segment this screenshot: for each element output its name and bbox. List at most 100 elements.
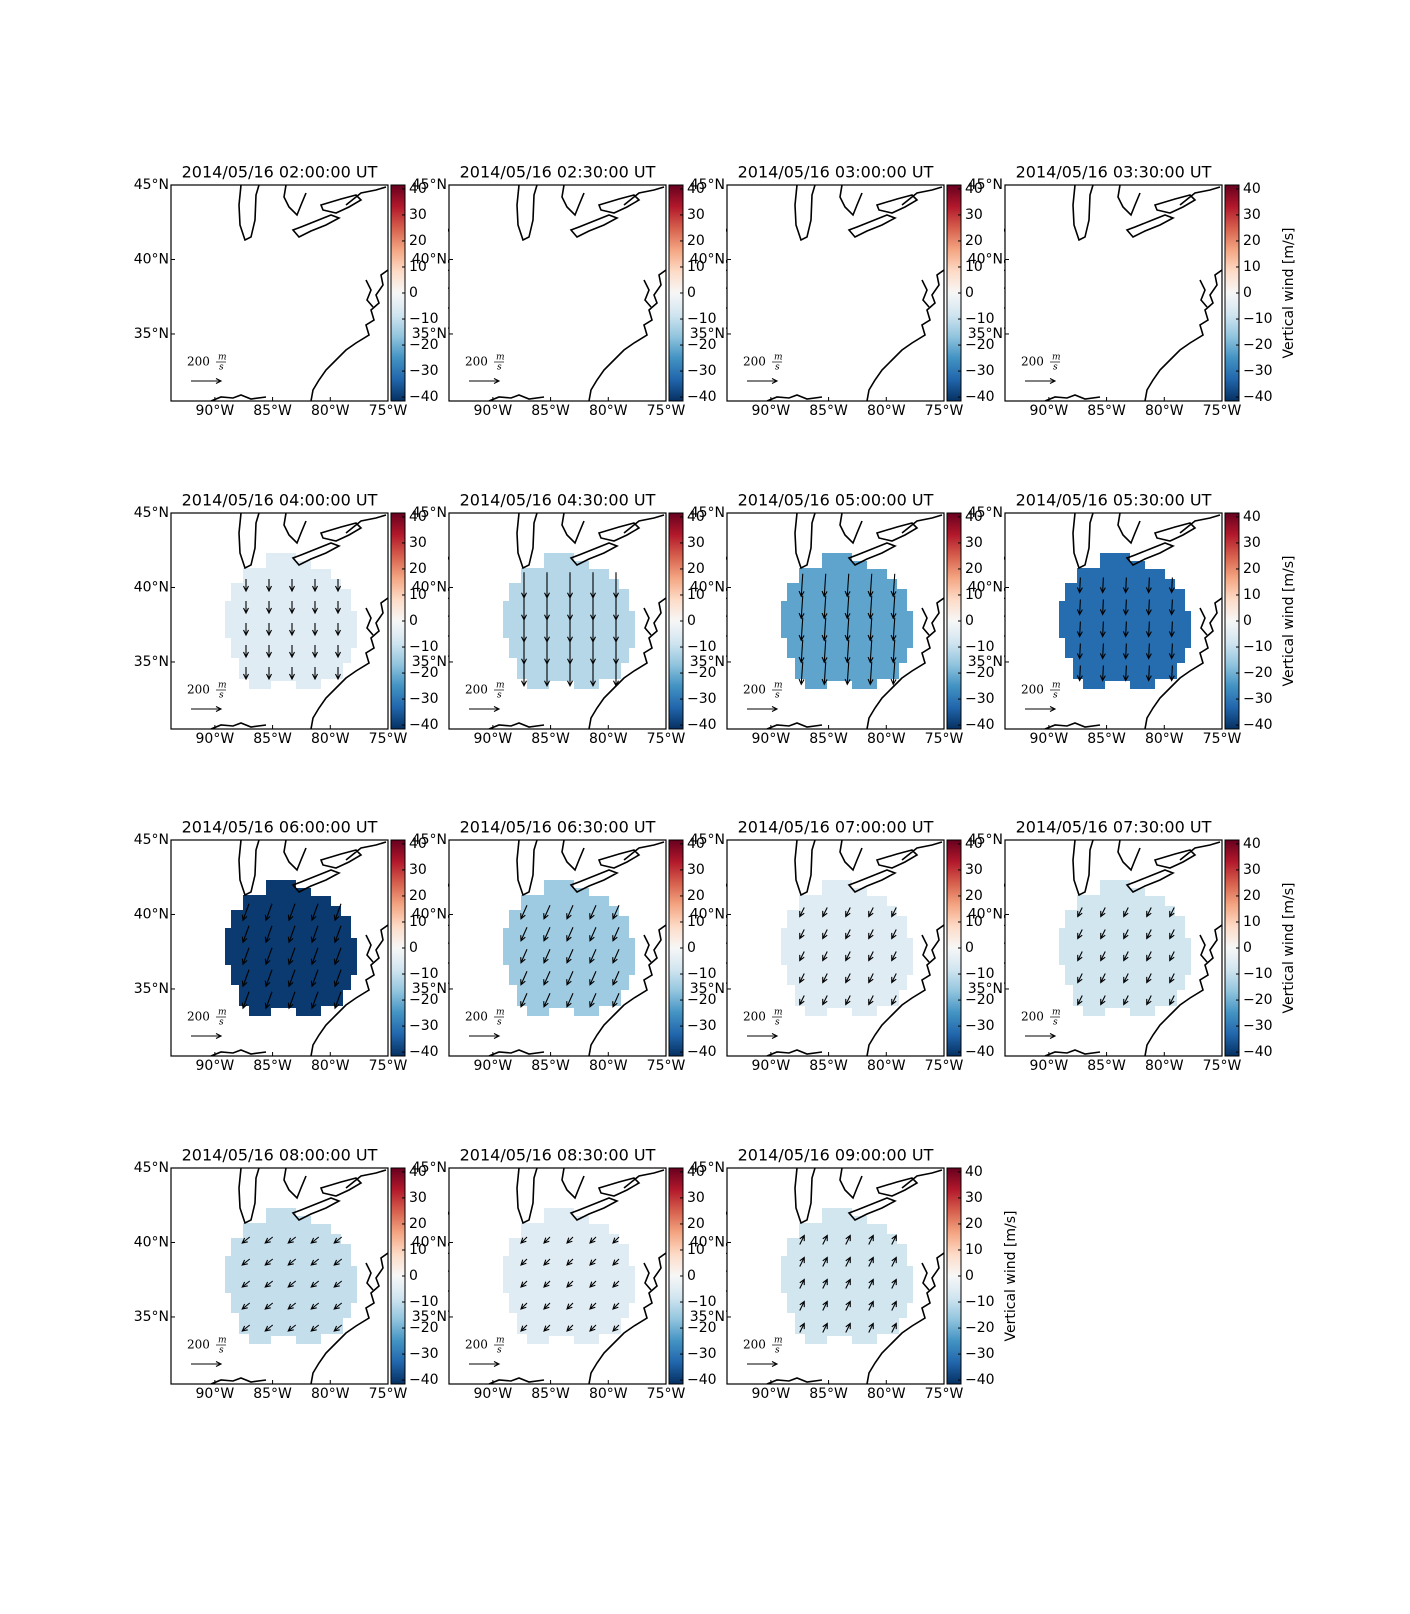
wind-arrow [310, 991, 319, 1010]
x-tick-label: 90°W [1030, 403, 1069, 419]
colorbar-tick-label: −40 [687, 717, 717, 733]
colorbar-tick-label: 30 [687, 862, 705, 878]
map-frame [1004, 512, 1223, 730]
colorbar-tick-label: −30 [1243, 1018, 1273, 1034]
wind-arrow [310, 1258, 320, 1266]
wind-arrow [1122, 621, 1129, 638]
colorbar-tick-label: 0 [965, 940, 974, 956]
x-tick-label: 85°W [531, 731, 570, 747]
quiver-key-label: 200 [465, 683, 488, 697]
quiver-key-unit-den: s [497, 1346, 502, 1356]
wind-arrow [1076, 599, 1083, 616]
quiver-key-label: 200 [187, 355, 210, 369]
wind-arrow [287, 1302, 297, 1310]
x-tick-label: 75°W [647, 403, 686, 419]
wind-arrow [891, 1256, 897, 1267]
wind-arrow [589, 949, 597, 964]
wind-arrow [613, 660, 619, 687]
wind-field [1059, 880, 1191, 1016]
wind-arrow [1146, 995, 1152, 1006]
colorbar-tick-label: 20 [687, 1216, 705, 1232]
quiver-key-label: 200 [465, 355, 488, 369]
wind-arrow [1100, 929, 1106, 940]
wind-arrow [287, 991, 296, 1010]
y-tick-label: 35°N [134, 981, 169, 997]
colorbar-tick-label: −20 [965, 665, 995, 681]
colorbar-tick-label: 40 [409, 836, 427, 852]
colorbar-tick-label: 20 [687, 888, 705, 904]
quiver-key-unit-num: m [774, 1336, 783, 1346]
quiver-key-unit-den: s [1053, 1018, 1058, 1028]
colorbar: −40 −30 −20 −10 0 10 20 30 40 Vertical wind [m/s] [1224, 509, 1297, 733]
panel-title: 2014/05/16 07:00:00 UT [738, 818, 934, 837]
wind-field [225, 1208, 357, 1344]
wind-arrow [266, 601, 272, 615]
wind-arrow [333, 1302, 343, 1310]
quiver-key-arrow [747, 1033, 779, 1039]
wind-arrow [241, 969, 250, 988]
wind-arrow [266, 623, 272, 637]
colorbar-tick-label: −30 [409, 691, 439, 707]
wind-arrow [520, 993, 528, 1008]
wind-arrow [868, 1322, 874, 1333]
wind-arrow [1076, 643, 1083, 660]
quiver-key-arrow [469, 706, 501, 712]
quiver-key-arrow [747, 1361, 779, 1367]
wind-arrow [799, 951, 805, 962]
y-tick-label: 40°N [968, 906, 1003, 922]
wind-arrow [799, 1300, 805, 1311]
colorbar-tick-label: −30 [1243, 363, 1273, 379]
panel-title: 2014/05/16 02:00:00 UT [182, 163, 378, 182]
wind-arrow [867, 639, 874, 664]
colorbar-tick-label: −40 [1243, 389, 1273, 405]
quiver-key-unit-den: s [497, 691, 502, 701]
wind-arrow [241, 1280, 251, 1288]
x-tick-label: 80°W [589, 1058, 628, 1074]
wind-arrow [243, 579, 249, 593]
wind-arrow [1145, 599, 1152, 616]
wind-arrow [612, 1280, 620, 1288]
map-area [210, 1168, 388, 1384]
colorbar-tick-label: −40 [409, 1372, 439, 1388]
colorbar-tick-label: −30 [687, 1346, 717, 1362]
wind-arrow [266, 645, 272, 659]
wind-arrow [799, 995, 805, 1006]
colorbar-tick-label: 10 [965, 259, 983, 275]
wind-arrow [890, 661, 897, 686]
colorbar-tick-label: 20 [409, 561, 427, 577]
map-frame [448, 184, 667, 402]
wind-arrow [868, 907, 874, 918]
wind-arrow [798, 617, 805, 642]
wind-arrow [798, 573, 805, 598]
quiver-key-arrow [469, 1361, 501, 1367]
x-tick-label: 85°W [253, 731, 292, 747]
wind-arrow [1123, 907, 1129, 918]
wind-field [503, 553, 635, 689]
wind-arrow [890, 573, 897, 598]
wind-arrow [264, 925, 273, 944]
wind-arrow [312, 601, 318, 615]
wind-arrow [891, 1322, 897, 1333]
panel-title: 2014/05/16 08:00:00 UT [182, 1146, 378, 1165]
wind-arrow [1145, 621, 1152, 638]
wind-arrow [868, 1256, 874, 1267]
quiver-key-unit-num: m [1052, 1008, 1061, 1018]
wind-arrow [798, 661, 805, 686]
wind-arrow [868, 973, 874, 984]
x-tick-label: 85°W [531, 1058, 570, 1074]
x-tick-label: 90°W [196, 1058, 235, 1074]
wind-arrow [520, 927, 528, 942]
map-background [1005, 185, 1222, 401]
quiver-key-label: 200 [1021, 1010, 1044, 1024]
y-tick-label: 45°N [134, 505, 169, 521]
y-tick-label: 40°N [690, 251, 725, 267]
map-area [488, 840, 666, 1056]
wind-arrow [543, 993, 551, 1008]
y-tick-label: 35°N [968, 981, 1003, 997]
y-tick-label: 40°N [412, 1234, 447, 1250]
quiver-key-unit-den: s [219, 1018, 224, 1028]
wind-arrow [243, 645, 249, 659]
